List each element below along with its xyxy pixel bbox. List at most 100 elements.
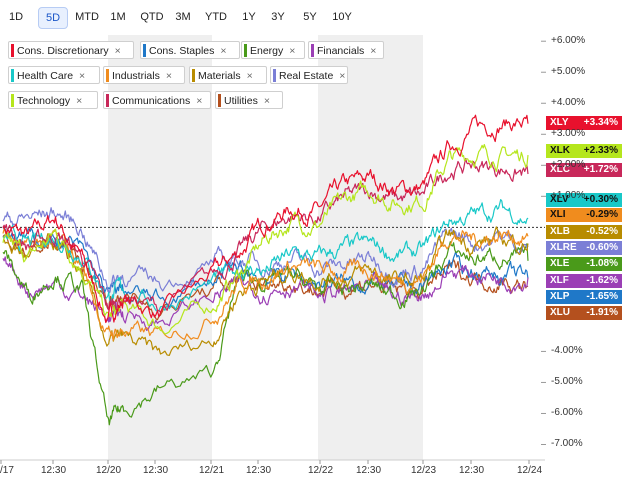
x-tick-label: 12:30 xyxy=(41,465,67,476)
badge-change: +1.72% xyxy=(583,164,618,175)
tab-1m[interactable]: 1M xyxy=(110,11,126,23)
tab-5d[interactable]: 5D xyxy=(38,7,68,29)
legend-label: Real Estate xyxy=(279,70,334,82)
legend-chip-health-care[interactable]: Health Care × xyxy=(8,66,100,84)
legend-chip-communications[interactable]: Communications × xyxy=(103,91,211,109)
legend-swatch xyxy=(11,69,14,82)
x-tick-label: 12/21 xyxy=(199,465,225,476)
legend-label: Technology xyxy=(17,95,71,107)
legend-label: Utilities xyxy=(224,95,258,107)
badge-change: +0.30% xyxy=(583,194,618,205)
legend-swatch xyxy=(143,44,146,57)
tab-qtd[interactable]: QTD xyxy=(140,11,164,23)
remove-series-icon[interactable]: × xyxy=(76,95,83,107)
remove-series-icon[interactable]: × xyxy=(165,70,172,82)
tab-3m[interactable]: 3M xyxy=(175,11,191,23)
x-tick-label: 12/24 xyxy=(517,465,543,476)
badge-ticker: XLV xyxy=(550,194,569,205)
remove-series-icon[interactable]: × xyxy=(246,70,253,82)
badge-change: -0.52% xyxy=(586,226,618,237)
legend-chip-cons-discretionary[interactable]: Cons. Discretionary × xyxy=(8,41,134,59)
legend-swatch xyxy=(273,69,276,82)
legend-label: Industrials xyxy=(112,70,160,82)
badge-ticker: XLC xyxy=(550,164,570,175)
badge-change: -1.65% xyxy=(586,291,618,302)
tab-mtd[interactable]: MTD xyxy=(75,11,99,23)
legend-chip-energy[interactable]: Energy × xyxy=(241,41,305,59)
end-badge-xli: XLI -0.29% xyxy=(546,208,622,222)
legend-swatch xyxy=(218,94,221,107)
badge-ticker: XLY xyxy=(550,117,569,128)
series-line-xlre xyxy=(2,207,529,294)
legend-chip-cons-staples[interactable]: Cons. Staples × xyxy=(140,41,240,59)
legend-label: Cons. Staples xyxy=(149,45,215,57)
legend-chip-real-estate[interactable]: Real Estate × xyxy=(270,66,348,84)
legend-label: Financials xyxy=(317,45,365,57)
end-badge-xlb: XLB -0.52% xyxy=(546,225,622,239)
series-line-xlv xyxy=(2,199,529,313)
legend-chip-financials[interactable]: Financials × xyxy=(308,41,384,59)
badge-ticker: XLP xyxy=(550,291,570,302)
series-line-xle xyxy=(2,241,529,426)
end-badge-xlf: XLF -1.62% xyxy=(546,274,622,288)
y-tick-label: +3.00% xyxy=(551,128,586,140)
x-tick-label: 12:30 xyxy=(459,465,485,476)
series-line-xlp xyxy=(2,226,529,308)
remove-series-icon[interactable]: × xyxy=(220,45,227,57)
x-tick-label: 12/20 xyxy=(96,465,122,476)
x-tick-label: /17 xyxy=(0,465,14,476)
tab-1d[interactable]: 1D xyxy=(8,11,24,23)
remove-series-icon[interactable]: × xyxy=(370,45,377,57)
tab-10y[interactable]: 10Y xyxy=(332,11,352,23)
remove-series-icon[interactable]: × xyxy=(79,70,86,82)
legend-swatch xyxy=(11,44,14,57)
badge-change: -1.91% xyxy=(586,307,618,318)
y-tick-label: -7.00% xyxy=(551,438,583,450)
series-line-xlu xyxy=(2,233,529,321)
badge-ticker: XLI xyxy=(550,209,566,220)
legend-swatch xyxy=(244,44,247,57)
end-badge-xlu: XLU -1.91% xyxy=(546,306,622,320)
y-tick-label: -6.00% xyxy=(551,407,583,419)
x-tick-label: 12:30 xyxy=(356,465,382,476)
end-badge-xly: XLY +3.34% xyxy=(546,116,622,130)
badge-change: +3.34% xyxy=(583,117,618,128)
tab-3y[interactable]: 3Y xyxy=(271,11,285,23)
badge-ticker: XLRE xyxy=(550,242,577,253)
session-band xyxy=(318,35,423,460)
badge-change: -1.62% xyxy=(586,275,618,286)
legend-label: Health Care xyxy=(17,70,74,82)
tab-ytd[interactable]: YTD xyxy=(205,11,227,23)
legend-chip-materials[interactable]: Materials × xyxy=(189,66,267,84)
y-tick-label: +5.00% xyxy=(551,66,586,78)
tab-1y[interactable]: 1Y xyxy=(242,11,256,23)
legend-chip-technology[interactable]: Technology × xyxy=(8,91,98,109)
timeframe-tabs: 1D 5D MTD 1M QTD 3M YTD 1Y 3Y 5Y 10Y xyxy=(0,0,624,34)
legend-label: Cons. Discretionary xyxy=(17,45,109,57)
legend-swatch xyxy=(192,69,195,82)
end-badge-xlk: XLK +2.33% xyxy=(546,144,622,158)
remove-series-icon[interactable]: × xyxy=(263,95,270,107)
y-tick-label: -4.00% xyxy=(551,345,583,357)
end-badge-xle: XLE -1.08% xyxy=(546,257,622,271)
tab-5y[interactable]: 5Y xyxy=(303,11,317,23)
end-badge-xlv: XLV +0.30% xyxy=(546,193,622,207)
legend-swatch xyxy=(106,69,109,82)
badge-ticker: XLB xyxy=(550,226,570,237)
badge-change: -0.29% xyxy=(586,209,618,220)
badge-change: -1.08% xyxy=(586,258,618,269)
remove-series-icon[interactable]: × xyxy=(289,45,296,57)
remove-series-icon[interactable]: × xyxy=(339,70,346,82)
legend-chip-utilities[interactable]: Utilities × xyxy=(215,91,283,109)
remove-series-icon[interactable]: × xyxy=(114,45,121,57)
badge-change: -0.60% xyxy=(586,242,618,253)
legend-label: Communications xyxy=(112,95,191,107)
x-tick-label: 12/23 xyxy=(411,465,437,476)
end-badge-xlre: XLRE -0.60% xyxy=(546,241,622,255)
y-tick-label: -5.00% xyxy=(551,376,583,388)
y-tick-label: +1.00% xyxy=(551,190,586,202)
end-badge-xlc: XLC +1.72% xyxy=(546,163,622,177)
legend-chip-industrials[interactable]: Industrials × xyxy=(103,66,185,84)
legend-swatch xyxy=(311,44,314,57)
remove-series-icon[interactable]: × xyxy=(196,95,203,107)
